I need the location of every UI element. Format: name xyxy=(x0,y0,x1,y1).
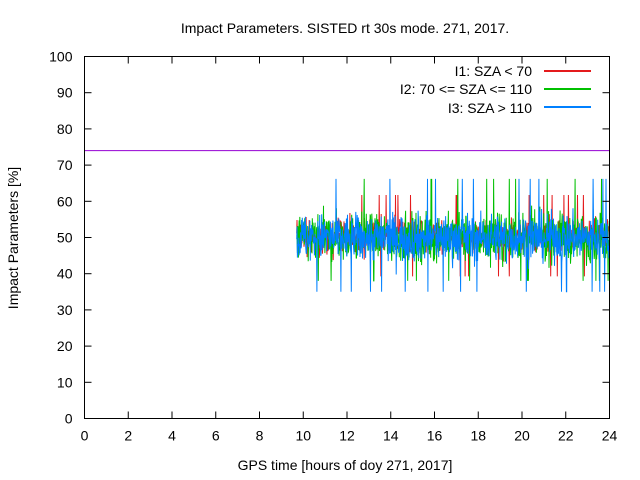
legend: I1: SZA < 70 I2: 70 <= SZA <= 110 I3: SZ… xyxy=(400,63,591,116)
data-layer xyxy=(296,178,610,293)
y-tick-label: 70 xyxy=(57,157,73,173)
x-axis-label: GPS time [hours of doy 271, 2017] xyxy=(238,457,453,473)
x-tick-label: 2 xyxy=(124,428,132,444)
y-tick-label: 100 xyxy=(49,49,73,65)
x-tick-label: 12 xyxy=(339,428,355,444)
y-tick-label: 60 xyxy=(57,193,73,209)
y-tick-label: 90 xyxy=(57,85,73,101)
y-tick-label: 20 xyxy=(57,338,73,354)
x-tick-label: 20 xyxy=(514,428,530,444)
y-axis-label: Impact Parameters [%] xyxy=(5,167,21,309)
y-tick-label: 10 xyxy=(57,374,73,390)
legend-label-i3: I3: SZA > 110 xyxy=(448,100,532,116)
x-tick-label: 16 xyxy=(427,428,443,444)
x-tick-label: 4 xyxy=(168,428,176,444)
x-tick-label: 22 xyxy=(558,428,574,444)
legend-label-i2: I2: 70 <= SZA <= 110 xyxy=(400,81,532,97)
y-tick-label: 40 xyxy=(57,266,73,282)
x-tick-label: 14 xyxy=(383,428,399,444)
x-tick-label: 0 xyxy=(81,428,89,444)
y-tick-label: 0 xyxy=(65,411,73,427)
y-tick-label: 30 xyxy=(57,302,73,318)
chart-title: Impact Parameters. SISTED rt 30s mode. 2… xyxy=(181,20,509,36)
series-line-i3 xyxy=(296,178,610,293)
x-tick-label: 24 xyxy=(602,428,618,444)
x-tick-label: 6 xyxy=(212,428,220,444)
x-tick-label: 10 xyxy=(295,428,311,444)
legend-label-i1: I1: SZA < 70 xyxy=(455,63,533,79)
y-tick-label: 50 xyxy=(57,230,73,246)
x-tick-label: 18 xyxy=(470,428,486,444)
y-tick-label: 80 xyxy=(57,121,73,137)
axis-ticks: 0 2 4 6 8 10 12 14 16 18 20 22 240102030405060708090… xyxy=(49,49,617,444)
x-tick-label: 8 xyxy=(256,428,264,444)
